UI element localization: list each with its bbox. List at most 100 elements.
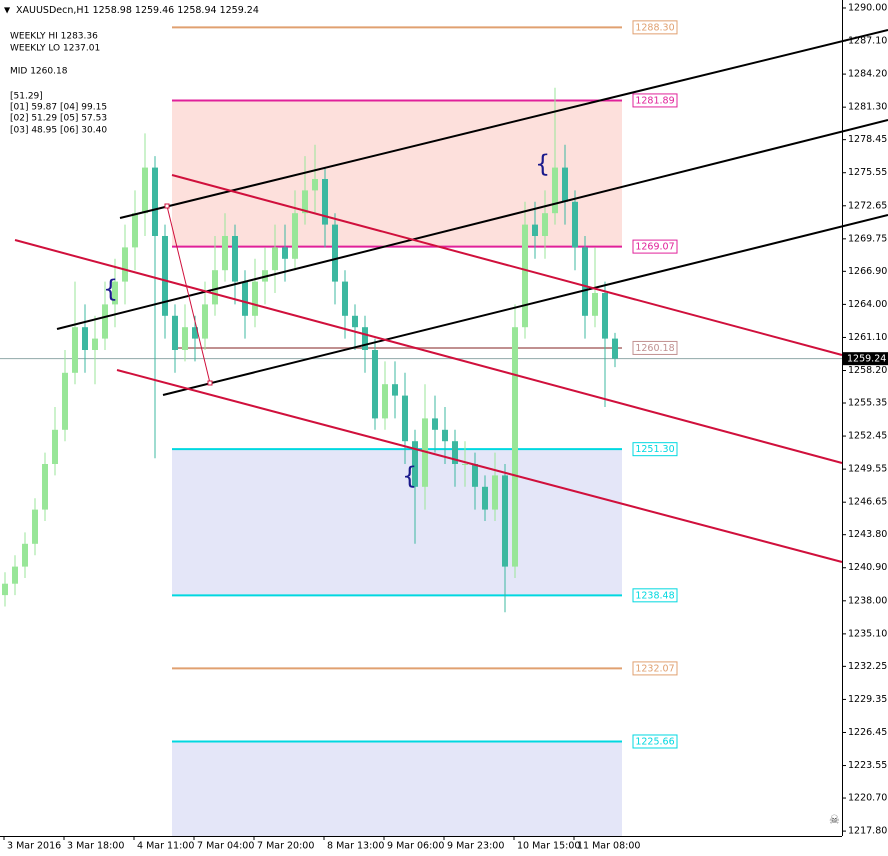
candle-body [462,464,468,466]
level-label: 1232.07 [635,663,674,674]
close-price: 1259.24 [220,5,259,16]
candle-body [302,190,308,214]
zigzag-line [166,205,211,384]
candle-body [392,384,398,396]
channel-line [14,239,843,464]
y-tick-label: 1246.65 [848,497,887,508]
candle-body [492,475,498,510]
high-price: 1259.46 [135,5,174,16]
channel-line [162,214,888,396]
x-tick-label: 7 Mar 04:00 [197,841,254,852]
candle-body [372,349,378,419]
annotation: { [103,275,118,303]
x-tick-label: 3 Mar 18:00 [67,841,124,852]
candle-body [322,178,328,225]
y-tick-label: 1238.00 [848,595,887,606]
candle-body [532,224,538,236]
candle-body [92,338,98,350]
current-price-label: 1259.24 [847,354,886,365]
level-label-box [632,239,678,254]
info-line: [03] 48.95 [06] 30.40 [10,126,107,136]
y-tick-label: 1217.80 [848,826,887,837]
y-tick-label: 1240.90 [848,562,887,573]
candle-body [232,235,238,282]
candle-body [602,292,608,339]
y-tick-label: 1232.25 [848,661,887,672]
candle-body [382,384,388,419]
channel-line [116,369,843,563]
candle-body [312,178,318,191]
candle-body [252,281,258,316]
candle-body [212,270,218,305]
low-price: 1258.94 [177,5,216,16]
candle-body [22,543,28,567]
candle-body [152,167,158,236]
x-tick-label: 4 Mar 11:00 [137,841,194,852]
menu-arrow[interactable]: ▼ [4,6,11,15]
level-label: 1225.66 [635,736,674,747]
candle-body [122,247,128,282]
candles [2,87,618,613]
y-tick-label: 1249.55 [848,464,887,475]
candle-body [2,583,8,596]
candle-body [182,327,188,350]
candle-body [472,464,478,487]
anchor-point [207,380,213,386]
candle-body [82,327,88,350]
zones: 1288.30 1281.89 1269.07 1260.18 1251.30 1238.… [0,20,842,836]
y-tick-label: 1220.70 [848,793,887,804]
y-tick-label: 1290.00 [848,2,887,13]
channel-line [119,29,888,219]
y-tick-label: 1261.10 [848,332,887,343]
candle-body [162,235,168,316]
y-tick-label: 1243.80 [848,529,887,540]
channel-line [56,119,888,330]
candle-body [542,213,548,236]
candle-body [432,418,438,430]
y-tick-label: 1235.10 [848,628,887,639]
support-zone [172,449,622,596]
candle-body [332,224,338,282]
candle-body [552,167,558,214]
level-label: 1269.07 [635,242,674,253]
level-label-box [632,93,678,108]
candle-body [172,315,178,350]
candle-body [272,247,278,271]
skull-icon: ☠ [829,813,840,827]
open-price: 1258.98 [93,5,132,16]
trendlines [14,29,888,563]
level-label: 1288.30 [635,22,674,33]
candle-body [592,292,598,316]
candle-body [342,281,348,316]
info-line: WEEKLY HI 1283.36 [10,32,98,42]
info-line: WEEKLY LO 1237.01 [10,44,100,54]
y-tick-label: 1264.00 [848,299,887,310]
candle-body [202,304,208,339]
candle-body [502,475,508,567]
candle-body [582,247,588,316]
candle-body [482,486,488,510]
y-tick-label: 1223.55 [848,760,887,771]
y-tick-label: 1269.75 [848,233,887,244]
support-zone [172,741,622,836]
candle-body [282,247,288,259]
candle-body [612,338,618,359]
level-label: 1238.48 [635,590,674,601]
candle-body [512,327,518,567]
candle-body [362,327,368,350]
y-tick-label: 1287.10 [848,36,887,47]
y-tick-label: 1278.45 [848,134,887,145]
y-tick-label: 1229.35 [848,694,887,705]
candle-body [522,224,528,328]
candle-body [222,235,228,271]
candle-body [572,201,578,248]
candle-body [412,441,418,487]
x-tick-label: 9 Mar 23:00 [447,841,504,852]
symbol: XAUUSDecn,H1 [16,5,90,16]
info-line: [01] 59.87 [04] 99.15 [10,103,107,113]
y-tick-label: 1275.55 [848,167,887,178]
y-tick-label: 1272.65 [848,200,887,211]
candle-body [242,281,248,316]
anchor-point [164,203,170,209]
